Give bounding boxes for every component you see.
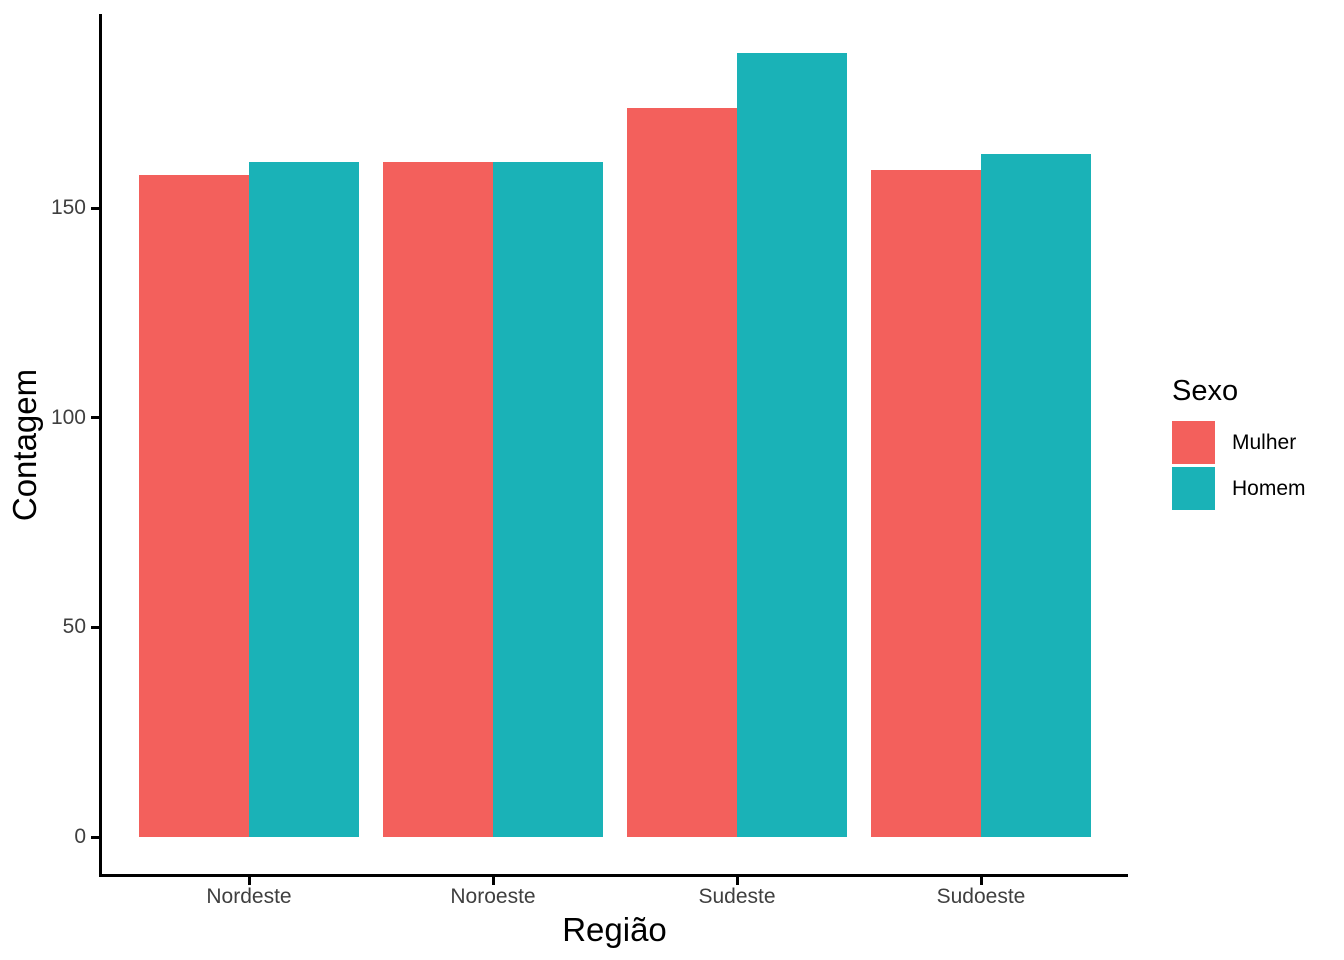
y-tick-mark (91, 835, 99, 839)
x-tick-label: Sudeste (698, 885, 776, 908)
x-tick-label: Nordeste (206, 885, 292, 908)
x-tick-mark (247, 877, 251, 885)
x-tick-label: Noroeste (450, 885, 536, 908)
bar-mulher-nordeste (139, 174, 249, 837)
x-tick-mark (491, 877, 495, 885)
y-axis-line (99, 14, 102, 877)
bar-homem-sudoeste (981, 153, 1091, 837)
bar-homem-noroeste (493, 162, 603, 837)
y-tick-label: 50 (62, 615, 86, 639)
legend-title: Sexo (1172, 375, 1239, 407)
y-tick-label: 0 (74, 825, 86, 848)
x-tick-mark (979, 877, 983, 885)
bar-mulher-sudeste (627, 107, 737, 837)
legend-label-homem: Homem (1232, 477, 1306, 500)
legend: Sexo Mulher Homem (1172, 374, 1342, 554)
y-tick-mark (91, 625, 99, 629)
bar-mulher-noroeste (383, 162, 493, 837)
legend-items: Mulher Homem (1172, 374, 1342, 554)
x-axis-title: Região (562, 911, 667, 948)
y-axis-title: Contagem (6, 368, 43, 522)
x-tick-mark (735, 877, 739, 885)
x-tick-label: Sudoeste (936, 885, 1026, 908)
y-tick-label: 150 (50, 196, 86, 220)
legend-label-mulher: Mulher (1232, 431, 1297, 454)
legend-swatch-mulher (1172, 421, 1215, 464)
y-tick-mark (91, 206, 99, 210)
bar-homem-nordeste (249, 162, 359, 837)
bar-homem-sudeste (737, 53, 847, 837)
bar-mulher-sudoeste (871, 170, 981, 837)
y-tick-mark (91, 416, 99, 420)
legend-swatch-homem (1172, 467, 1215, 510)
y-tick-label: 100 (50, 405, 86, 429)
x-axis-line (99, 874, 1128, 877)
